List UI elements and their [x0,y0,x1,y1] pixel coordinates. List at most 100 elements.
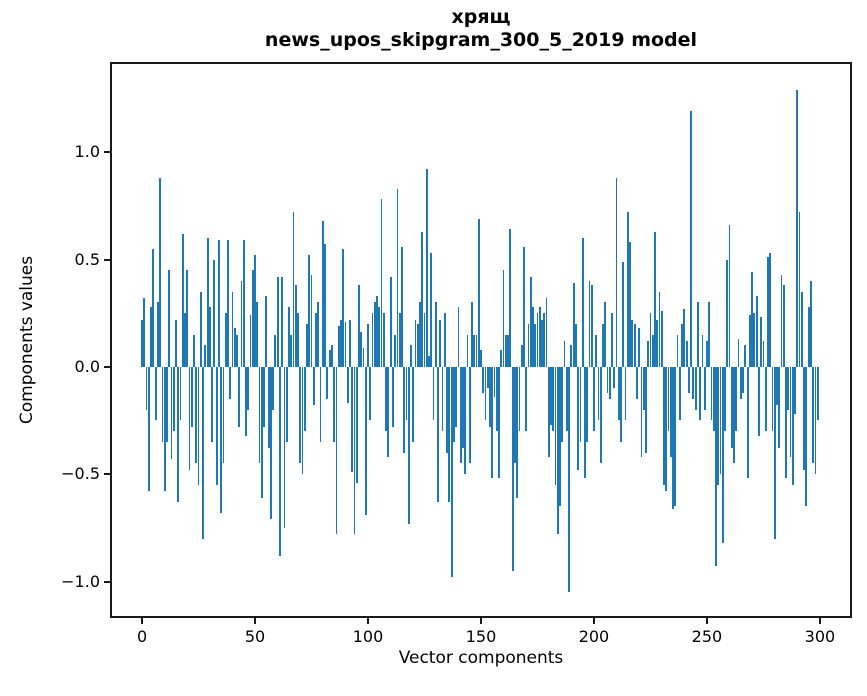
bar-component-275 [762,341,765,367]
bar-component-126 [425,169,428,367]
bar-component-178 [543,313,546,367]
bar-component-273 [758,366,760,436]
chart-title-word: хрящ [451,6,511,28]
y-tick-label-−1.0: −1.0 [61,571,100,591]
bar-component-266 [742,366,744,393]
bar-component-201 [595,334,598,367]
bar-component-212 [620,366,622,442]
bar-component-172 [529,276,532,367]
bar-component-90 [344,321,347,367]
bar-component-38 [227,240,229,367]
bar-component-250 [706,341,708,367]
bar-component-299 [816,366,819,421]
bar-component-151 [482,366,485,393]
bar-component-30 [208,306,211,367]
bar-component-28 [204,345,207,367]
bar-component-190 [570,345,573,367]
y-tick-mark-−0.5 [104,473,110,476]
bar-component-245 [694,366,697,410]
y-tick-mark-0.5 [104,258,110,261]
bar-component-197 [586,366,589,442]
bar-component-127 [428,356,430,367]
bar-component-267 [744,345,747,367]
chart-title-model: news_upos_skipgram_300_5_2019 model [264,29,698,51]
bar-component-242 [687,366,690,393]
bar-component-67 [292,212,295,367]
bar-component-243 [690,111,693,367]
bar-component-50 [254,255,256,367]
bar-component-93 [351,366,354,473]
bar-component-65 [288,306,290,367]
bar-component-102 [371,313,374,367]
bar-component-74 [308,255,311,367]
bar-component-3 [147,366,150,492]
bar-component-9 [161,366,164,442]
bar-component-274 [760,317,763,367]
bar-component-82 [326,366,329,400]
bar-component-136 [448,366,451,503]
bar-component-16 [177,366,180,503]
bar-component-44 [240,280,243,367]
bar-component-203 [599,366,602,464]
bar-component-6 [154,366,157,421]
bar-component-265 [739,366,742,400]
bar-component-36 [222,366,225,464]
bar-component-137 [450,366,453,578]
bar-component-57 [269,366,272,520]
bar-component-290 [796,89,799,367]
bar-component-167 [518,366,521,432]
bar-component-189 [568,366,571,593]
x-tick-mark-0 [141,618,144,624]
bar-component-32 [213,259,216,367]
bar-component-158 [498,366,500,479]
bar-component-171 [527,323,530,367]
x-tick-mark-200 [592,618,595,624]
bar-component-107 [382,313,385,367]
bar-component-198 [588,280,591,367]
bar-component-25 [197,366,200,485]
bar-component-148 [475,334,478,367]
bar-component-259 [726,259,729,367]
bar-component-23 [193,334,195,367]
bar-component-139 [455,366,458,427]
bar-component-33 [215,366,218,485]
x-tick-label-300: 300 [804,627,836,646]
bar-component-11 [166,366,168,442]
bar-component-96 [358,285,360,367]
bar-component-175 [536,313,539,367]
bar-component-264 [737,338,740,367]
bar-component-116 [403,366,406,453]
bar-component-272 [755,295,758,367]
bar-component-196 [584,366,586,479]
y-axis-label: Components values [17,255,37,425]
bar-component-41 [233,328,236,367]
bar-component-70 [299,366,302,464]
bar-component-39 [229,366,232,400]
bar-component-124 [421,231,424,367]
bar-component-210 [615,177,618,367]
bar-component-192 [575,323,577,367]
bar-component-181 [550,366,552,425]
bar-component-81 [324,244,326,367]
bar-component-209 [613,366,616,389]
bar-component-114 [398,313,401,367]
bar-component-173 [532,306,534,367]
bar-component-177 [541,319,543,367]
bar-component-79 [319,366,322,442]
x-tick-label-0: 0 [136,627,148,646]
bar-component-56 [267,366,270,449]
bar-component-221 [640,366,643,457]
bar-component-75 [310,274,313,367]
bar-component-119 [410,345,412,367]
bar-component-24 [195,366,198,464]
bar-component-58 [272,366,275,410]
bar-component-230 [660,311,663,367]
x-tick-mark-250 [705,618,708,624]
bar-component-164 [511,366,514,571]
bar-component-271 [753,313,756,367]
bar-component-153 [486,366,489,389]
bar-component-146 [471,302,473,367]
bar-component-185 [559,366,561,507]
bar-component-225 [649,313,652,367]
